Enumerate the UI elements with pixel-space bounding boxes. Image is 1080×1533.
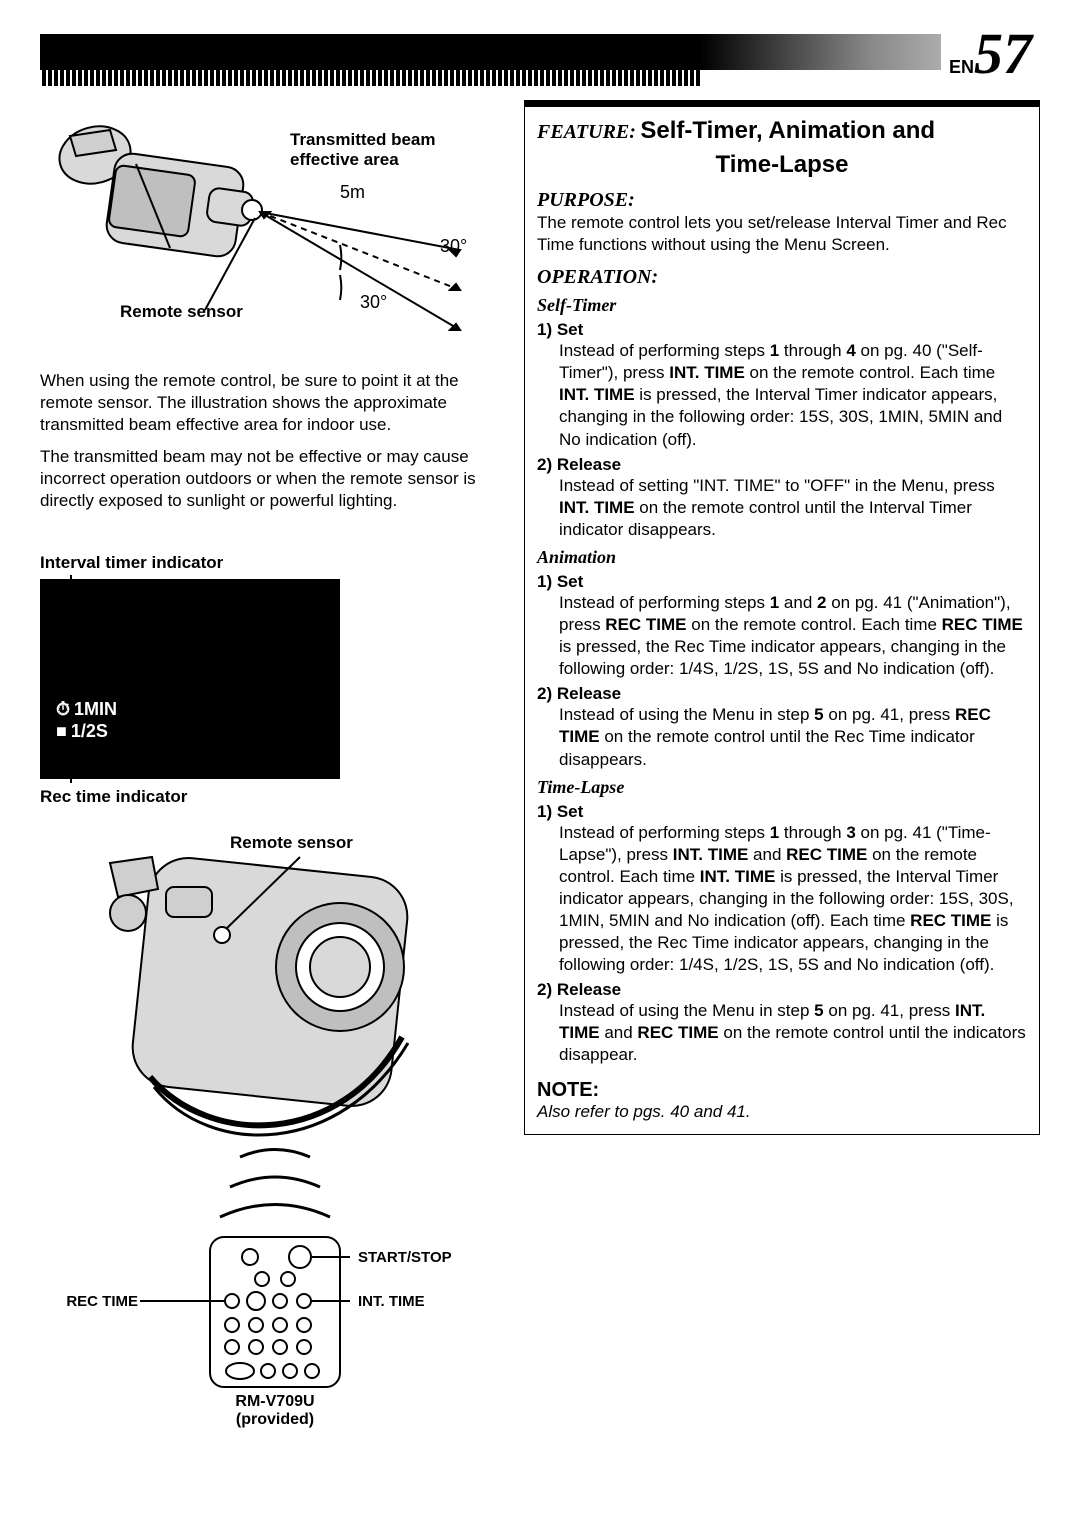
feature-box: FEATURE: Self-Timer, Animation and Time-…	[524, 100, 1040, 1135]
header-comb-pattern	[40, 70, 700, 86]
self-timer-head: Self-Timer	[537, 295, 1027, 316]
lcd-tick-top	[70, 575, 72, 585]
angle-upper-label: 30°	[440, 236, 467, 257]
remote-sensor-label-2: Remote sensor	[230, 833, 353, 853]
remote-sensor-label-1: Remote sensor	[120, 302, 243, 322]
purpose-head: PURPOSE:	[537, 189, 1027, 212]
feature-title-2: Time-Lapse	[716, 151, 849, 178]
lcd-1min: 1MIN	[74, 699, 117, 720]
feature-title-row: FEATURE: Self-Timer, Animation and	[537, 117, 1027, 145]
feature-title-2-row: Time-Lapse	[537, 151, 1027, 179]
start-stop-label: START/STOP	[358, 1249, 452, 1266]
indicator-block: Interval timer indicator ⏱ 1MIN ■ 1/2S R…	[40, 553, 500, 807]
remote-model: RM-V709U (provided)	[210, 1393, 340, 1429]
tl-step1-b: Instead of performing steps 1 through 3 …	[559, 822, 1027, 977]
an-step1-h: 1) Set	[537, 572, 1027, 592]
page-number: 57	[974, 21, 1032, 86]
purpose-body: The remote control lets you set/release …	[537, 212, 1027, 256]
note-body: Also refer to pgs. 40 and 41.	[537, 1102, 1027, 1122]
tl-step2-b: Instead of using the Menu in step 5 on p…	[559, 1000, 1027, 1066]
int-time-callout: INT. TIME	[358, 1293, 425, 1310]
st-step2-b: Instead of setting "INT. TIME" to "OFF" …	[559, 475, 1027, 541]
note-head: NOTE:	[537, 1079, 1027, 1102]
st-step1-h: 1) Set	[537, 320, 1027, 340]
lcd-screen: ⏱ 1MIN ■ 1/2S	[40, 579, 340, 779]
clock-icon: ⏱	[56, 699, 70, 720]
right-column: FEATURE: Self-Timer, Animation and Time-…	[524, 100, 1040, 1427]
cassette-icon: ■	[56, 721, 67, 742]
header-black-band	[40, 34, 700, 70]
interval-timer-label: Interval timer indicator	[40, 553, 500, 573]
st-step2-h: 2) Release	[537, 455, 1027, 475]
feature-top-strip	[525, 101, 1039, 107]
an-step2-b: Instead of using the Menu in step 5 on p…	[559, 704, 1027, 770]
lcd-line-1: ⏱ 1MIN	[56, 699, 117, 720]
rec-time-callout: REC TIME	[58, 1293, 138, 1310]
left-column: Transmitted beam effective area 5m 30° 3…	[40, 100, 500, 1427]
distance-label: 5m	[340, 182, 365, 203]
page-lang: EN	[949, 57, 974, 77]
feature-title-1: Self-Timer, Animation and	[640, 117, 935, 144]
page-header: EN57	[40, 30, 1040, 80]
angle-lower-label: 30°	[360, 292, 387, 313]
an-step2-h: 2) Release	[537, 684, 1027, 704]
lcd-12s: 1/2S	[71, 721, 108, 742]
tl-step1-h: 1) Set	[537, 802, 1027, 822]
beam-area-label: Transmitted beam effective area	[290, 130, 436, 170]
time-lapse-head: Time-Lapse	[537, 777, 1027, 798]
rec-time-label: Rec time indicator	[40, 787, 500, 807]
body-paragraph-2: The transmitted beam may not be effectiv…	[40, 446, 500, 512]
remote-model-line1: RM-V709U	[210, 1393, 340, 1411]
body-paragraph-1: When using the remote control, be sure t…	[40, 370, 500, 436]
page-number-box: EN57	[941, 20, 1040, 87]
beam-diagram: Transmitted beam effective area 5m 30° 3…	[40, 100, 500, 360]
feature-label: FEATURE:	[537, 121, 636, 143]
animation-head: Animation	[537, 547, 1027, 568]
remote-diagram: Remote sensor START/STOP REC TIME INT. T…	[40, 827, 500, 1427]
lcd-tick-bot	[70, 773, 72, 783]
lcd-line-2: ■ 1/2S	[56, 721, 108, 742]
operation-head: OPERATION:	[537, 266, 1027, 289]
st-step1-b: Instead of performing steps 1 through 4 …	[559, 340, 1027, 450]
remote-model-line2: (provided)	[210, 1411, 340, 1429]
beam-label-l1: Transmitted beam	[290, 130, 436, 150]
camcorder-remote-svg	[40, 827, 500, 1427]
tl-step2-h: 2) Release	[537, 980, 1027, 1000]
an-step1-b: Instead of performing steps 1 and 2 on p…	[559, 592, 1027, 680]
beam-label-l2: effective area	[290, 150, 436, 170]
